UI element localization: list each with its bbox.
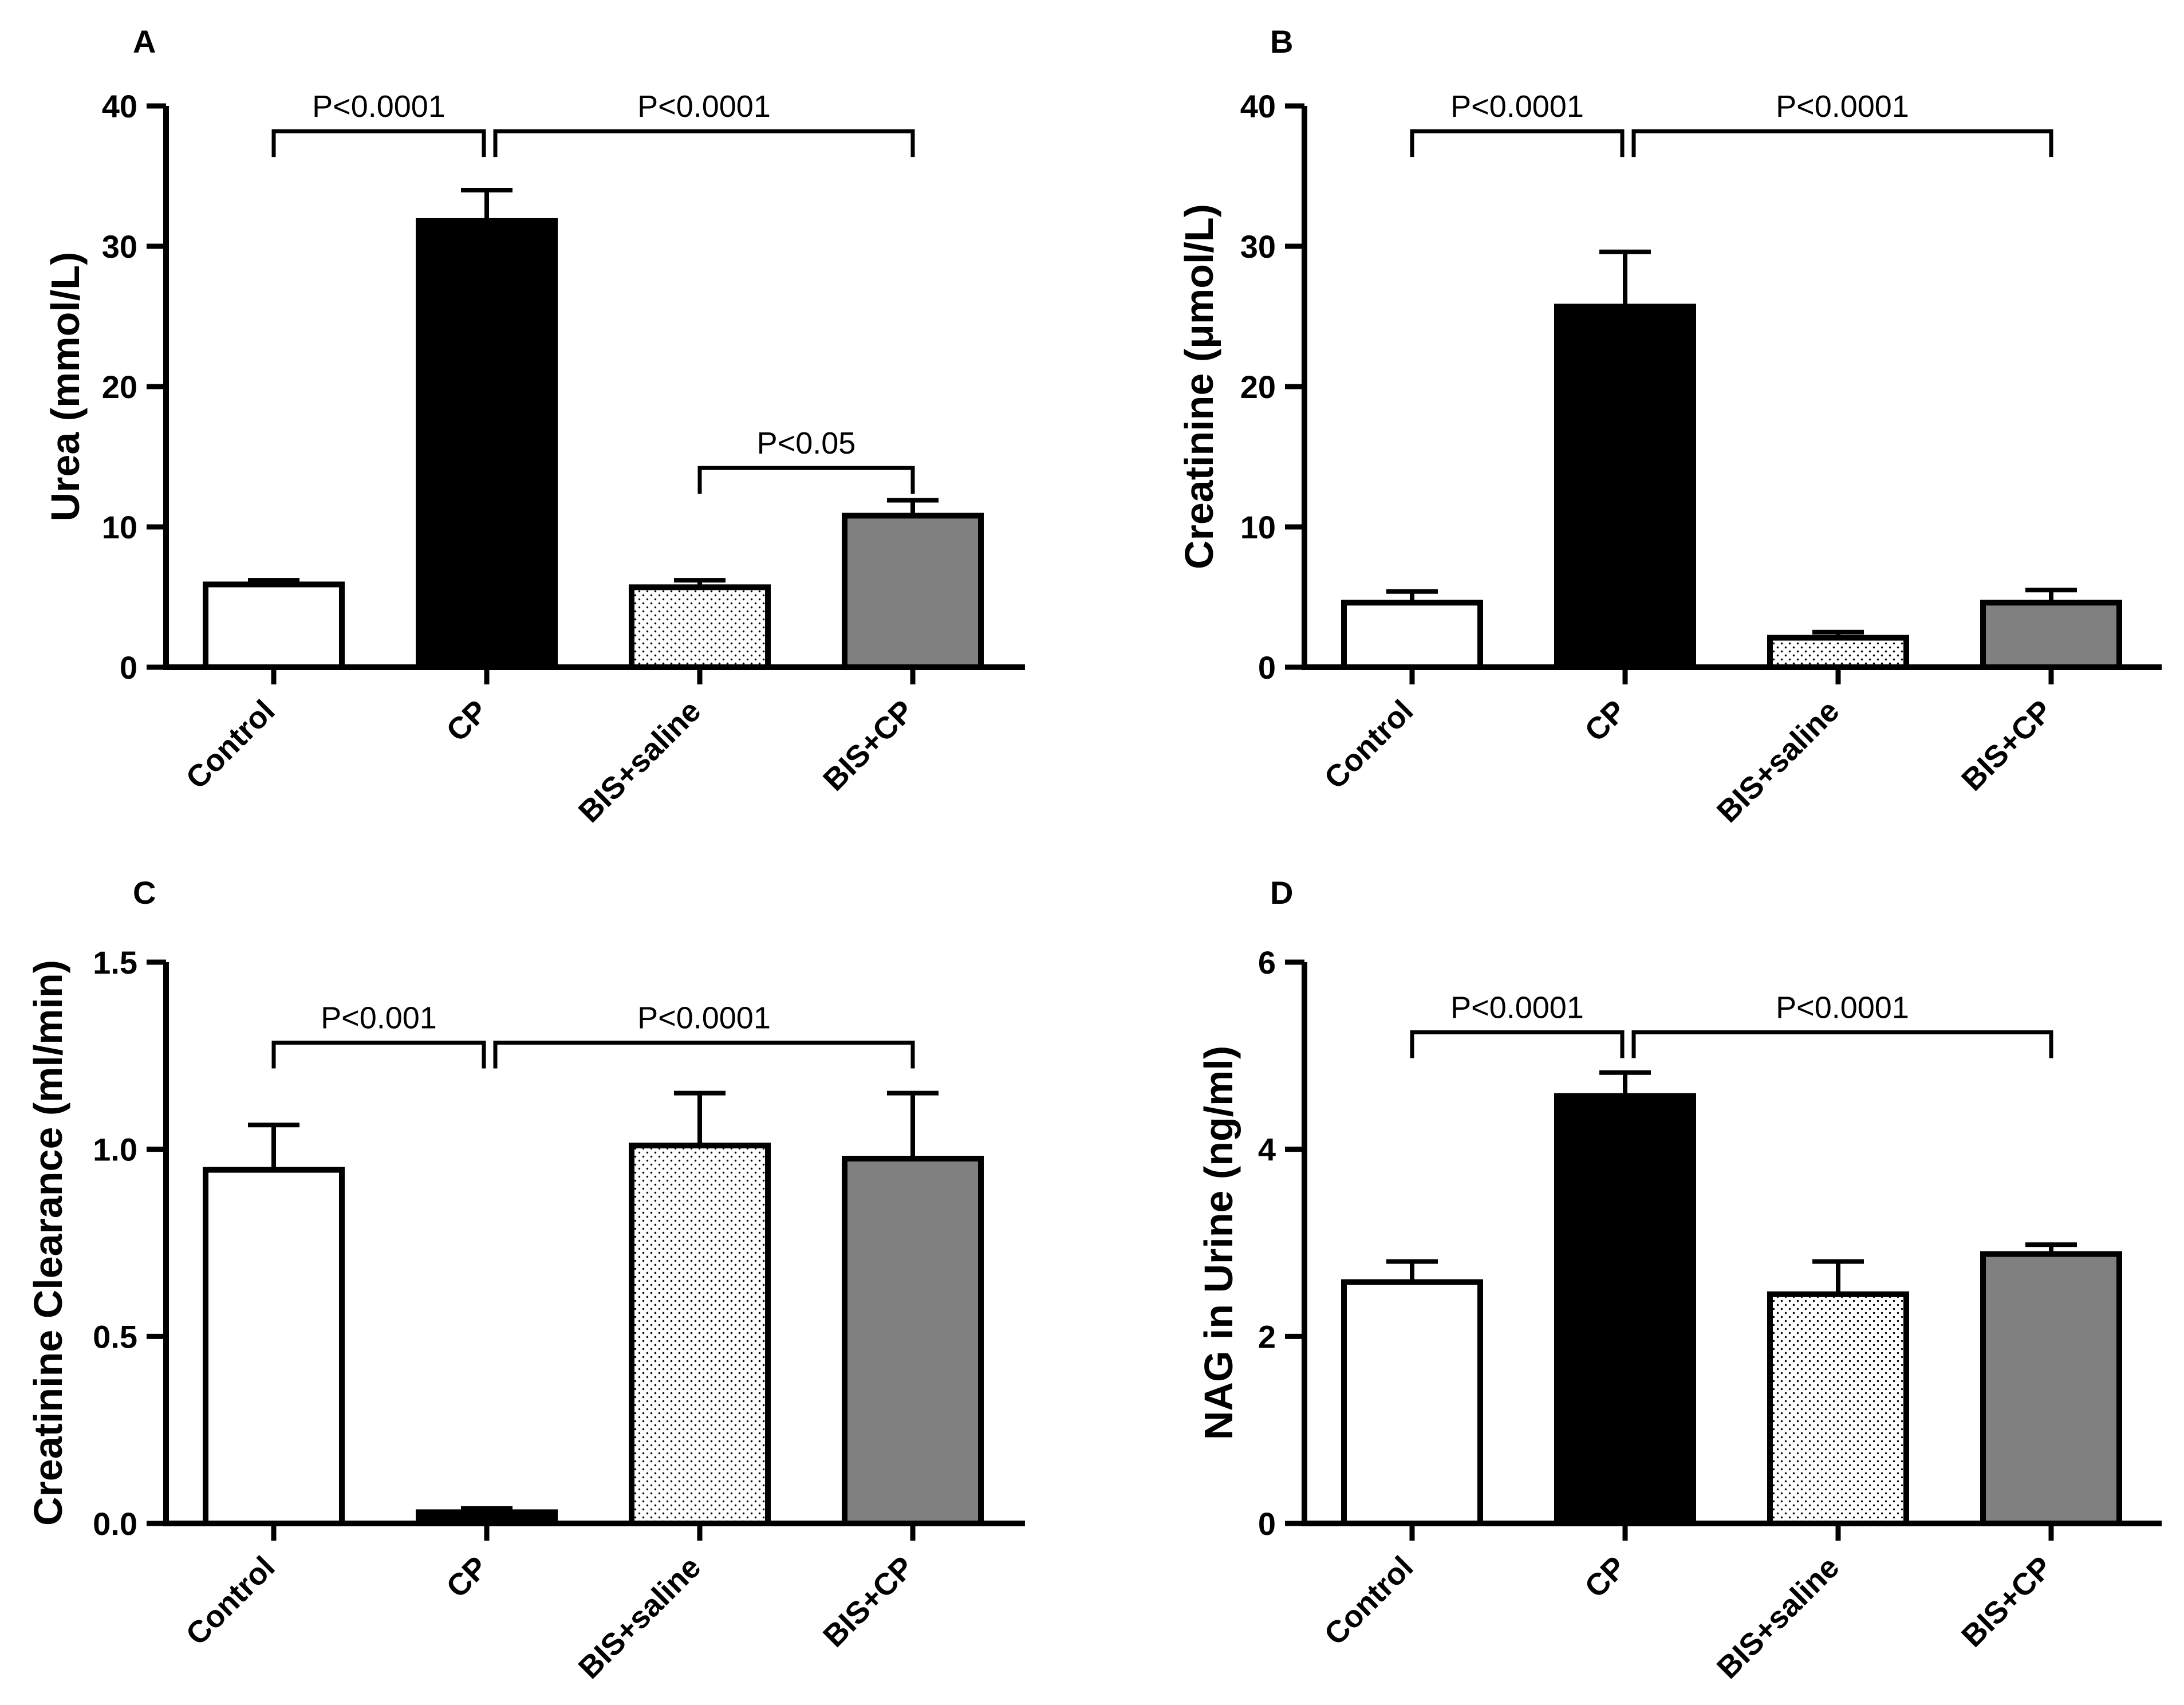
y-axis-label: Creatinine (μmol/L) <box>1177 204 1221 569</box>
category-label: Control <box>179 694 281 796</box>
y-tick-label: 30 <box>1240 229 1276 265</box>
chart-panel-a: A 0 10 20 30 40 Urea (mmol/L) Control CP BIS+sali… <box>43 23 1025 829</box>
y-tick-label: 0 <box>1258 649 1276 686</box>
y-tick-label: 30 <box>102 229 137 265</box>
bar-bis-cp <box>1980 1251 2122 1527</box>
y-tick-label: 40 <box>102 88 137 124</box>
bar-bis-saline <box>629 1143 771 1526</box>
panel-letter: D <box>1270 875 1293 911</box>
category-label: CP <box>1578 1550 1633 1604</box>
panel-letter: A <box>133 23 156 60</box>
y-tick-label: 0.5 <box>93 1318 137 1354</box>
significance-bracket <box>697 466 915 494</box>
bar-bis-saline <box>1767 635 1909 671</box>
p-value-label: P<0.0001 <box>312 89 446 124</box>
category-label: CP <box>440 1550 494 1604</box>
category-label: BIS+saline <box>572 694 708 829</box>
category-label: Control <box>1318 1550 1420 1652</box>
y-tick-label: 0.0 <box>93 1506 137 1542</box>
bar-control <box>1341 1279 1483 1527</box>
panel-letter: C <box>133 875 156 911</box>
category-label: CP <box>1578 694 1633 748</box>
category-label: BIS+saline <box>1710 1550 1846 1686</box>
significance-bracket <box>271 1040 486 1069</box>
y-tick-label: 20 <box>102 369 137 405</box>
y-tick-label: 6 <box>1258 944 1276 981</box>
bar-cp <box>416 1509 558 1526</box>
significance-bracket <box>1631 1030 2053 1058</box>
p-value-label: P<0.0001 <box>637 1001 771 1035</box>
bar-cp <box>1554 304 1696 670</box>
bar-control <box>1341 600 1483 671</box>
significance-bracket <box>271 129 486 157</box>
significance-bracket <box>493 1040 915 1069</box>
y-tick-label: 20 <box>1240 369 1276 405</box>
y-tick-label: 10 <box>102 509 137 545</box>
bar-bis-saline <box>1767 1291 1909 1526</box>
y-tick-label: 0 <box>1258 1506 1276 1542</box>
significance-bracket <box>493 129 915 157</box>
bar-control <box>203 581 345 671</box>
y-axis-label: Urea (mmol/L) <box>43 252 88 522</box>
y-tick-label: 0 <box>120 649 137 686</box>
p-value-label: P<0.0001 <box>1450 991 1584 1025</box>
category-label: BIS+CP <box>1955 694 2059 797</box>
chart-panel-b: B 0 10 20 30 40 Creatinine (μmol/L) Control CP BI… <box>1177 23 2162 829</box>
category-label: BIS+saline <box>572 1550 708 1686</box>
y-tick-label: 1.0 <box>93 1132 137 1168</box>
category-label: CP <box>440 694 494 748</box>
chart-panel-d: D 0 2 4 6 NAG in Urine (ng/ml) Control CP BIS+sa… <box>1196 875 2162 1686</box>
y-tick-label: 1.5 <box>93 944 137 981</box>
p-value-label: P<0.0001 <box>1450 89 1584 124</box>
p-value-label: P<0.05 <box>757 426 856 460</box>
y-tick-label: 2 <box>1258 1318 1276 1354</box>
category-label: BIS+CP <box>817 694 920 797</box>
bar-bis-cp <box>1980 600 2122 671</box>
panel-letter: B <box>1270 23 1293 60</box>
bar-bis-cp <box>842 513 984 671</box>
y-tick-label: 4 <box>1258 1132 1276 1168</box>
category-label: BIS+CP <box>817 1550 920 1653</box>
category-label: Control <box>179 1550 281 1652</box>
p-value-label: P<0.0001 <box>1776 991 1909 1025</box>
significance-bracket <box>1631 129 2053 157</box>
bar-cp <box>1554 1093 1696 1526</box>
significance-bracket <box>1410 1030 1625 1058</box>
bar-bis-saline <box>629 584 771 670</box>
bar-cp <box>416 218 558 670</box>
category-label: Control <box>1318 694 1420 796</box>
y-axis-label: Creatinine Clearance (ml/min) <box>26 960 70 1526</box>
y-tick-label: 10 <box>1240 509 1276 545</box>
y-axis-label: NAG in Urine (ng/ml) <box>1196 1046 1241 1440</box>
p-value-label: P<0.0001 <box>1776 89 1909 124</box>
category-label: BIS+CP <box>1955 1550 2059 1653</box>
bar-control <box>203 1167 345 1526</box>
category-label: BIS+saline <box>1710 694 1846 829</box>
y-tick-label: 40 <box>1240 88 1276 124</box>
significance-bracket <box>1410 129 1625 157</box>
p-value-label: P<0.001 <box>321 1001 437 1035</box>
bar-bis-cp <box>842 1156 984 1526</box>
chart-panel-c: C 0.0 0.5 1.0 1.5 Creatinine Clearance (ml/mi… <box>26 875 1025 1686</box>
p-value-label: P<0.0001 <box>637 89 771 124</box>
